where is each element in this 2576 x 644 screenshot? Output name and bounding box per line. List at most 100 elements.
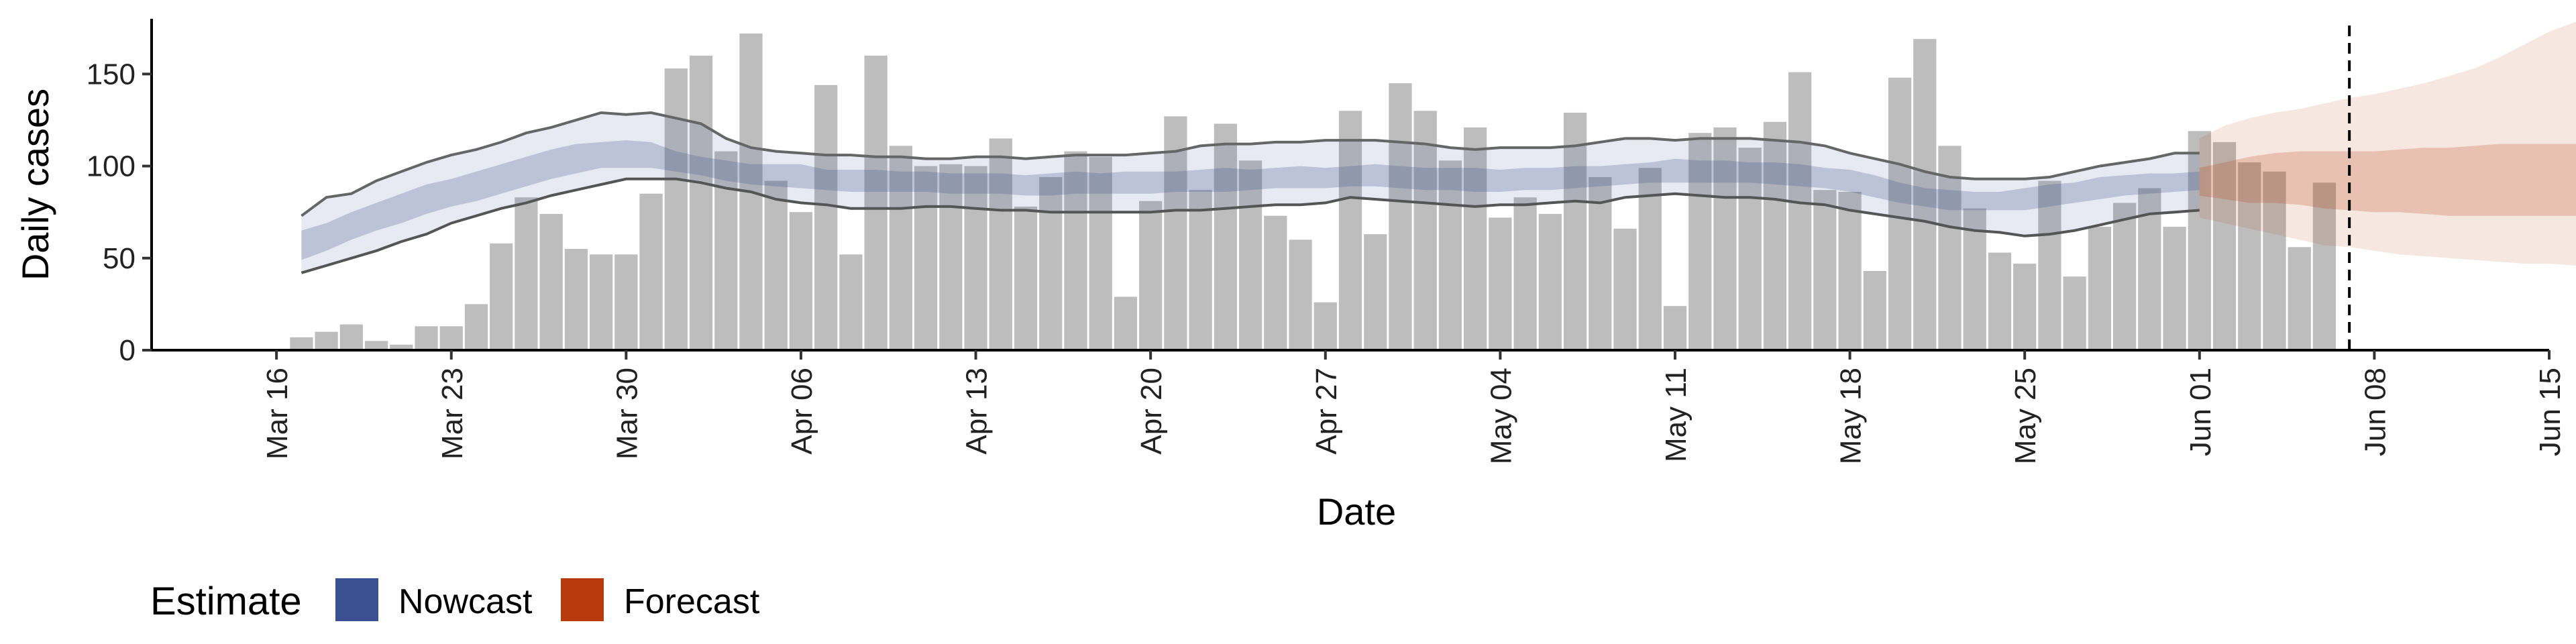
nowcast-inner-band	[301, 140, 2200, 260]
bar	[2212, 142, 2237, 350]
bar	[490, 243, 513, 350]
bar	[1389, 83, 1412, 351]
bar	[2088, 227, 2112, 350]
bar	[2288, 247, 2311, 350]
x-tick-label: May 11	[1660, 368, 1693, 462]
bar	[290, 337, 313, 350]
bar	[764, 180, 788, 350]
bar	[564, 249, 588, 350]
legend-title: Estimate	[150, 580, 302, 623]
x-tick-label: Mar 30	[610, 368, 643, 460]
bar	[1513, 197, 1537, 350]
x-tick-label: May 25	[2009, 368, 2042, 464]
bar	[1713, 127, 1737, 350]
bar	[2063, 276, 2086, 350]
bar	[1064, 151, 1087, 350]
y-axis-title: Daily cases	[14, 89, 56, 280]
forecast-outer-band	[2199, 21, 2576, 266]
bar	[1663, 306, 1687, 350]
bar	[1838, 191, 1862, 350]
x-tick-label: Jun 01	[2184, 368, 2217, 456]
bar	[515, 197, 538, 350]
bar	[1338, 111, 1362, 350]
bar	[1413, 111, 1437, 350]
x-tick-label: Apr 20	[1135, 368, 1168, 455]
bar	[1538, 213, 1562, 350]
bar	[1438, 160, 1462, 351]
bar	[1114, 297, 1138, 350]
bar	[1313, 302, 1337, 350]
x-tick-label: Apr 13	[961, 368, 994, 455]
bar	[2013, 264, 2037, 350]
nowcast-outer-band	[301, 113, 2200, 273]
bar	[689, 55, 713, 350]
bar	[2188, 131, 2211, 350]
x-tick-label: May 04	[1485, 368, 1517, 464]
bar	[1139, 201, 1163, 350]
bar	[1688, 133, 1712, 350]
forecast-inner-band	[2199, 144, 2576, 216]
bar	[839, 254, 863, 350]
bar	[1613, 228, 1637, 350]
bar	[889, 146, 913, 350]
legend-key-nowcast	[335, 578, 378, 621]
y-tick-label: 150	[87, 58, 136, 91]
bar	[1238, 160, 1263, 351]
x-tick-label: Jun 08	[2359, 368, 2392, 456]
bar	[2238, 162, 2261, 351]
nowcast-lower-line	[301, 177, 2200, 274]
bar	[939, 164, 963, 351]
x-tick-label: May 18	[1835, 368, 1868, 464]
bar	[589, 254, 613, 350]
bar	[789, 212, 813, 350]
bar	[1863, 270, 1886, 350]
bar	[1788, 72, 1812, 350]
bar	[614, 254, 638, 350]
bar	[1164, 116, 1187, 350]
bar	[2112, 203, 2137, 350]
bar	[315, 331, 338, 350]
x-tick-label: Apr 27	[1310, 368, 1343, 455]
legend-label-nowcast: Nowcast	[398, 582, 533, 621]
axes: 0 50 100 150 Mar 16 Mar 23 Mar 30 Apr 06 Apr 13 A…	[87, 19, 2567, 464]
bar	[864, 55, 888, 350]
bar	[2163, 227, 2186, 350]
bar	[1089, 156, 1112, 351]
bar	[1489, 217, 1512, 350]
bar	[390, 344, 413, 350]
bar	[1464, 127, 1487, 350]
nowcast-upper-line	[301, 111, 2200, 217]
bar	[1189, 190, 1212, 350]
bar	[964, 166, 987, 351]
bar	[1563, 112, 1587, 350]
x-tick-label: Mar 23	[436, 368, 469, 460]
bar	[1264, 215, 1287, 350]
x-tick-label: Mar 16	[261, 368, 294, 460]
y-tick-label: 100	[87, 150, 136, 183]
bar	[364, 341, 388, 350]
bar	[1214, 123, 1237, 350]
bar	[1938, 146, 1962, 350]
bar	[1913, 39, 1937, 350]
bar	[1589, 177, 1612, 350]
bar	[714, 151, 738, 350]
legend-key-forecast	[561, 578, 604, 621]
bar	[439, 326, 463, 350]
bar	[1364, 234, 1387, 350]
bar	[914, 166, 938, 351]
bar	[814, 85, 838, 351]
y-tick-label: 50	[103, 242, 136, 275]
bar	[664, 68, 688, 350]
legend-label-forecast: Forecast	[624, 582, 760, 621]
bar	[1988, 252, 2012, 350]
bar	[1763, 121, 1787, 350]
bar	[1014, 206, 1038, 350]
y-tick-label: 0	[119, 334, 136, 367]
bar	[539, 213, 563, 350]
x-tick-label: Jun 15	[2534, 368, 2567, 456]
bar	[415, 326, 438, 350]
bar	[1289, 239, 1312, 350]
x-axis-title: Date	[1317, 490, 1396, 533]
bar	[464, 304, 488, 350]
